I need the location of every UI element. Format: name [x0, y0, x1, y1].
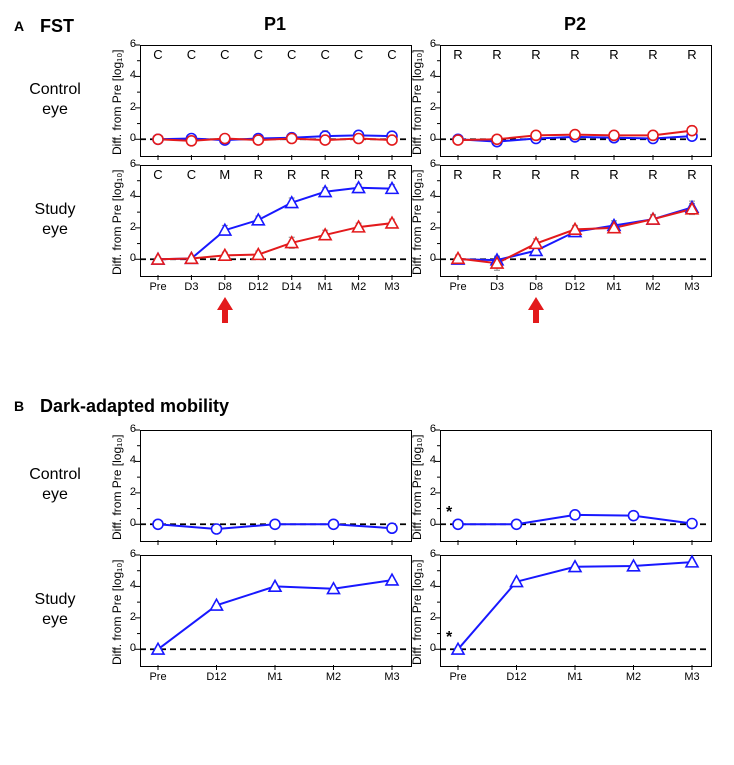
row-a-study-label: Studyeye	[10, 200, 100, 240]
section-b-title: Dark-adapted mobility	[40, 396, 229, 417]
panel-a-label: A	[14, 18, 24, 34]
arrow-icon	[215, 297, 235, 327]
row-a-control-label: Controleye	[10, 80, 100, 120]
panel-b-label: B	[14, 398, 24, 414]
arrow-icon	[526, 297, 546, 327]
col-p2-title: P2	[440, 14, 710, 35]
row-b-control-label: Controleye	[10, 465, 100, 505]
col-p1-title: P1	[140, 14, 410, 35]
row-b-study-label: Studyeye	[10, 590, 100, 630]
section-a-title: FST	[40, 16, 74, 37]
figure-container: A FST B Dark-adapted mobility P1 P2 Controleye…	[0, 0, 734, 765]
